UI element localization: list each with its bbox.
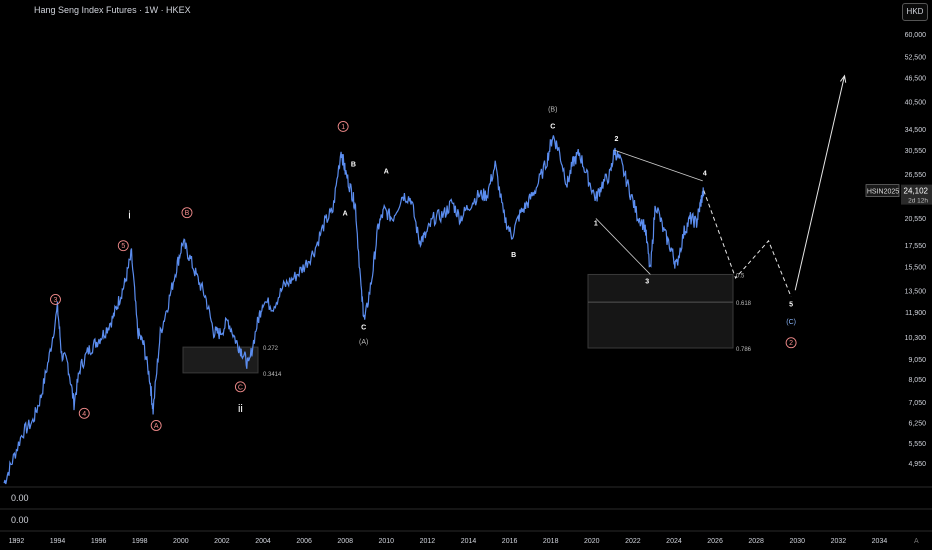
x-tick-label: 2028 (748, 538, 764, 545)
wave-label: 5 (789, 302, 793, 309)
sub-pane-2-value: 0.00 (11, 515, 29, 525)
triangle-trendline (595, 218, 651, 275)
y-tick-label: 17,550 (905, 243, 927, 250)
x-tick-label: 2018 (543, 538, 559, 545)
wave-label: 1 (341, 124, 345, 131)
y-tick-label: 30,550 (905, 148, 927, 155)
y-tick-label: 13,500 (905, 288, 927, 295)
y-tick-label: 52,500 (905, 55, 927, 62)
x-tick-label: 2016 (502, 538, 518, 545)
wave-label: 4 (703, 170, 707, 177)
auto-scale-button[interactable]: A (914, 538, 919, 545)
chart-title: Hang Seng Index Futures · 1W · HKEX (34, 5, 191, 15)
y-tick-label: 60,000 (905, 32, 927, 39)
wave-label-circle (181, 207, 193, 219)
x-tick-label: 2020 (584, 538, 600, 545)
wave-label: (A) (359, 339, 368, 346)
y-tick-label: 5,550 (908, 441, 926, 448)
x-tick-label: 2012 (420, 538, 436, 545)
x-tick-label: 2014 (461, 538, 477, 545)
x-tick-label: 2010 (379, 538, 395, 545)
wave-label: (B) (548, 107, 557, 114)
fib-level-label: 0.5 (736, 273, 745, 279)
y-tick-label: 10,300 (905, 335, 927, 342)
wave-label: i (128, 209, 130, 221)
x-tick-label: 2030 (789, 538, 805, 545)
wave-label-circle (150, 420, 162, 431)
y-tick-label: 6,250 (908, 421, 926, 428)
y-tick-label: 8,050 (908, 377, 926, 384)
currency-button[interactable]: HKD (902, 3, 928, 21)
wave-label: ii (238, 403, 243, 415)
x-tick-label: 2022 (625, 538, 641, 545)
wave-label: 3 (645, 278, 649, 285)
y-tick-label: 26,550 (905, 172, 927, 179)
zoom-reset-button[interactable]: Z (12, 538, 17, 545)
y-tick-label: 46,500 (905, 76, 927, 83)
x-tick-label: 1994 (50, 538, 66, 545)
x-tick-label: 2026 (707, 538, 723, 545)
price-series-line (3, 135, 705, 485)
symbol-tag: HSIN2025 (867, 189, 899, 196)
wave-label: 2 (789, 340, 793, 347)
fib-level-label: 0.618 (736, 301, 752, 307)
wave-label: C (238, 384, 243, 391)
wave-label-circle (337, 120, 349, 132)
fib-level-label: 0.786 (736, 347, 752, 353)
fib-level-label: 0.3414 (263, 372, 282, 378)
wave-label: A (384, 168, 389, 175)
wave-label: C (361, 324, 366, 331)
y-tick-label: 20,550 (905, 216, 927, 223)
y-tick-label: 34,500 (905, 127, 927, 134)
wave-label-circle (117, 240, 129, 252)
forecast-arrow (794, 75, 846, 291)
wave-label-circle (78, 407, 90, 419)
x-tick-label: 2004 (255, 538, 271, 545)
bar-countdown: 2d 12h (908, 198, 928, 205)
wave-label: B (351, 162, 356, 169)
wave-label-circle (50, 293, 61, 305)
symbol-tag-box (865, 184, 900, 197)
wave-label: C (550, 123, 555, 130)
wave-label: 2 (614, 136, 618, 143)
wave-label: 5 (121, 243, 125, 250)
x-tick-label: 1992 (9, 538, 25, 545)
y-tick-label: 4,950 (908, 461, 926, 468)
x-tick-label: 2024 (666, 538, 682, 545)
x-tick-label: 2034 (872, 538, 888, 545)
wave-label: 1 (594, 221, 598, 228)
fib-zone-box (587, 273, 734, 349)
x-tick-label: 1996 (91, 538, 107, 545)
x-tick-label: 2008 (337, 538, 353, 545)
wave-label-circle (234, 381, 246, 393)
wave-label: 4 (82, 411, 86, 418)
y-tick-label: 9,050 (908, 357, 926, 364)
sub-pane-1-value: 0.00 (11, 493, 29, 503)
x-tick-label: 1998 (132, 538, 148, 545)
wave-label: B (185, 210, 190, 217)
y-tick-label: 7,050 (908, 400, 926, 407)
current-price: 24,102 (904, 187, 929, 196)
wave-label: 3 (54, 297, 58, 304)
wave-label: A (154, 423, 159, 430)
forecast-arrowhead (840, 74, 847, 83)
wave-label: (C) (786, 319, 796, 326)
price-tag-box (901, 184, 932, 205)
y-tick-label: 40,500 (905, 99, 927, 106)
y-tick-label: 15,500 (905, 265, 927, 272)
wave-label-circle (785, 337, 797, 349)
wave-label: A (343, 211, 348, 218)
fib-level-label: 0.272 (263, 346, 279, 352)
triangle-trendline (614, 149, 703, 182)
wave-label: B (511, 252, 516, 259)
x-tick-label: 2006 (296, 538, 312, 545)
x-tick-label: 2032 (831, 538, 847, 545)
y-tick-label: 11,900 (905, 310, 926, 317)
x-tick-label: 2002 (214, 538, 230, 545)
x-tick-label: 2000 (173, 538, 189, 545)
